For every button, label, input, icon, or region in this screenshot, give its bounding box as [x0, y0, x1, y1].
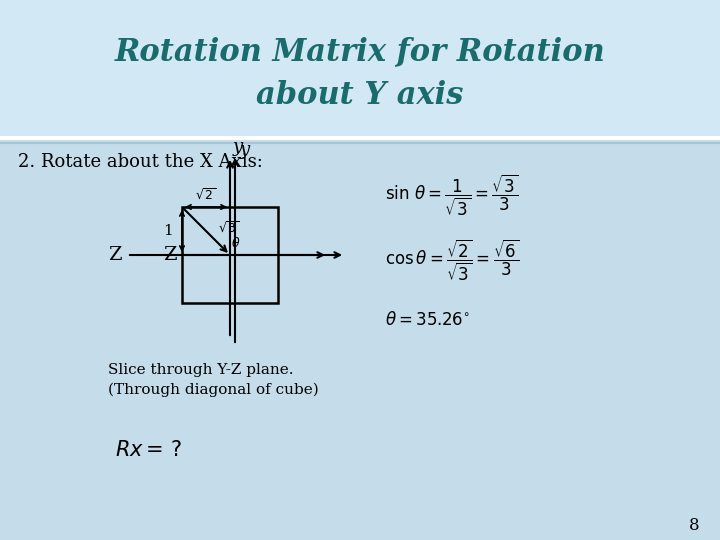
Text: Z: Z — [108, 246, 122, 264]
Text: $\sin\,\theta = \dfrac{1}{\sqrt{3}} = \dfrac{\sqrt{3}}{3}$: $\sin\,\theta = \dfrac{1}{\sqrt{3}} = \d… — [385, 172, 518, 218]
Text: Rotation Matrix for Rotation: Rotation Matrix for Rotation — [114, 37, 606, 68]
Text: $\theta$: $\theta$ — [231, 236, 240, 250]
Text: about Y axis: about Y axis — [256, 79, 464, 111]
Text: $\theta = 35.26^{\circ}$: $\theta = 35.26^{\circ}$ — [385, 311, 470, 329]
Bar — [0, 0, 720, 138]
Text: (Through diagonal of cube): (Through diagonal of cube) — [108, 383, 319, 397]
Text: Z: Z — [163, 246, 176, 264]
Text: Slice through Y-Z plane.: Slice through Y-Z plane. — [108, 363, 294, 377]
Bar — [182, 207, 278, 303]
Text: 8: 8 — [689, 516, 700, 534]
Text: $\sqrt{2}$: $\sqrt{2}$ — [195, 187, 217, 202]
Text: y: y — [233, 138, 243, 156]
Text: y: y — [240, 141, 250, 159]
Text: 2. Rotate about the X Axis:: 2. Rotate about the X Axis: — [18, 153, 263, 171]
Text: $\cos\theta = \dfrac{\sqrt{2}}{\sqrt{3}} = \dfrac{\sqrt{6}}{3}$: $\cos\theta = \dfrac{\sqrt{2}}{\sqrt{3}}… — [385, 238, 520, 282]
Text: 1: 1 — [163, 224, 173, 238]
Text: $\sqrt{3}$: $\sqrt{3}$ — [218, 220, 239, 235]
Text: $Rx = \, ?$: $Rx = \, ?$ — [115, 440, 182, 460]
